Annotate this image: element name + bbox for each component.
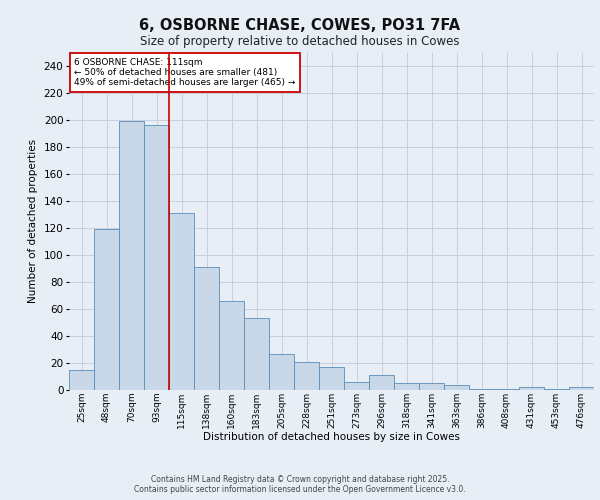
Bar <box>569 388 594 390</box>
Text: Size of property relative to detached houses in Cowes: Size of property relative to detached ho… <box>140 35 460 48</box>
Bar <box>444 384 469 390</box>
Y-axis label: Number of detached properties: Number of detached properties <box>28 139 38 304</box>
Bar <box>519 388 544 390</box>
Bar <box>69 370 94 390</box>
Bar <box>419 383 444 390</box>
Bar <box>469 388 494 390</box>
Text: Contains HM Land Registry data © Crown copyright and database right 2025.
Contai: Contains HM Land Registry data © Crown c… <box>134 474 466 494</box>
Bar <box>194 267 219 390</box>
Bar <box>119 122 144 390</box>
Bar <box>144 126 169 390</box>
Bar <box>394 383 419 390</box>
Bar <box>319 367 344 390</box>
Bar <box>94 230 119 390</box>
Text: 6 OSBORNE CHASE: 111sqm
← 50% of detached houses are smaller (481)
49% of semi-d: 6 OSBORNE CHASE: 111sqm ← 50% of detache… <box>74 58 296 88</box>
Bar <box>344 382 369 390</box>
Bar <box>544 388 569 390</box>
Bar <box>494 388 519 390</box>
Bar <box>244 318 269 390</box>
Bar <box>294 362 319 390</box>
Bar <box>369 375 394 390</box>
Bar <box>219 301 244 390</box>
Text: 6, OSBORNE CHASE, COWES, PO31 7FA: 6, OSBORNE CHASE, COWES, PO31 7FA <box>139 18 461 32</box>
Bar <box>169 213 194 390</box>
X-axis label: Distribution of detached houses by size in Cowes: Distribution of detached houses by size … <box>203 432 460 442</box>
Bar <box>269 354 294 390</box>
